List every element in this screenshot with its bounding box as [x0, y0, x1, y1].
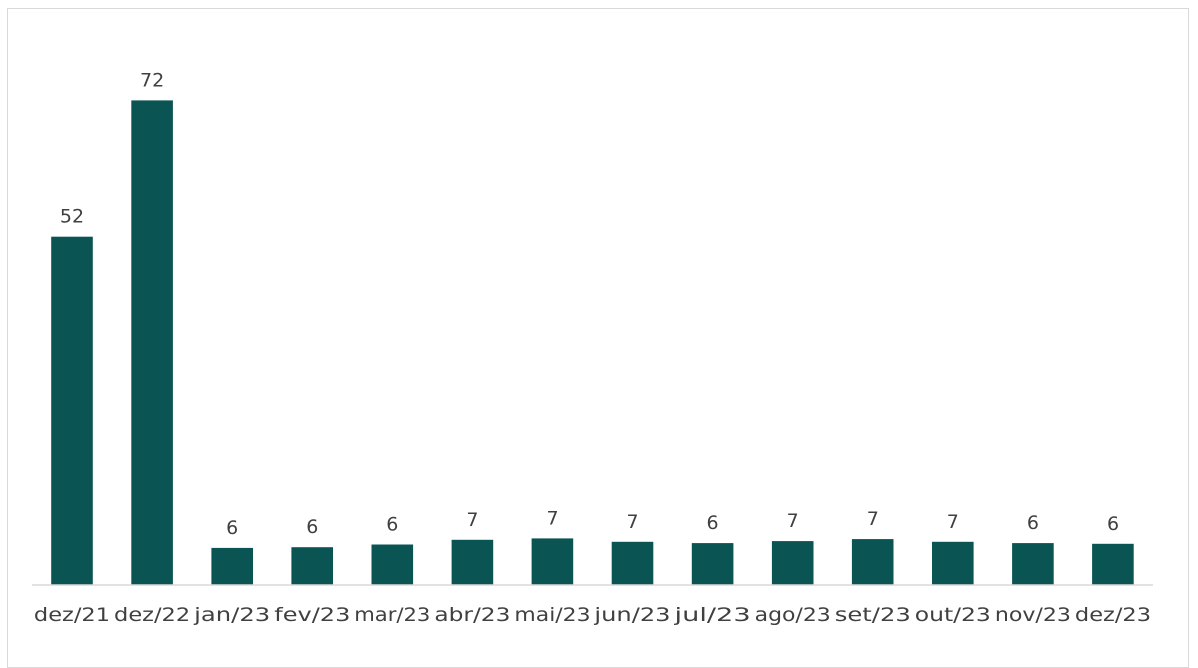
- data-label-abr-23: 7: [466, 509, 478, 531]
- x-tick-mai-23: mai/23: [514, 604, 590, 626]
- bar-jan-23: [211, 547, 253, 585]
- bar-dez-21: [51, 236, 93, 585]
- bars: [51, 100, 1134, 586]
- data-label-out-23: 7: [947, 511, 959, 533]
- data-label-ago-23: 7: [787, 510, 799, 532]
- x-tick-dez-23: dez/23: [1075, 604, 1151, 626]
- data-label-dez-21: 52: [60, 206, 84, 228]
- data-label-set-23: 7: [867, 508, 879, 530]
- data-label-jan-23: 6: [226, 517, 238, 539]
- data-label-mai-23: 7: [546, 507, 558, 529]
- x-tick-dez-21: dez/21: [34, 604, 110, 626]
- bar-jul-23: [691, 543, 734, 585]
- x-tick-nov-23: nov/23: [995, 604, 1071, 626]
- data-label-fev-23: 6: [306, 516, 318, 538]
- bar-mai-23: [531, 538, 574, 585]
- x-tick-abr-23: abr/23: [434, 604, 510, 626]
- data-label-nov-23: 6: [1027, 512, 1039, 534]
- data-label-dez-22: 72: [140, 69, 164, 91]
- data-label-jun-23: 7: [626, 511, 638, 533]
- x-tick-jul-23: jul/23: [673, 604, 751, 626]
- bar-nov-23: [1012, 543, 1054, 585]
- x-tick-mar-23: mar/23: [354, 604, 430, 626]
- data-labels: 52 72 6 6 6 7 7 7 6 7 7 7 6 6: [60, 69, 1119, 539]
- x-tick-ago-23: ago/23: [755, 604, 831, 626]
- x-tick-dez-22: dez/22: [114, 604, 190, 626]
- data-label-mar-23: 6: [386, 514, 398, 536]
- bar-out-23: [932, 541, 974, 585]
- bar-mar-23: [371, 544, 414, 585]
- bar-chart: 52 72 6 6 6 7 7 7 6 7 7 7 6 6 dez/21 dez/22 jan/23 fev/2…: [32, 69, 1153, 626]
- x-tick-out-23: out/23: [915, 604, 991, 626]
- bar-dez-23: [1092, 543, 1134, 585]
- x-tick-labels: dez/21 dez/22 jan/23 fev/23 mar/23 abr/23 mai/…: [34, 604, 1151, 626]
- bar-dez-22: [131, 100, 173, 586]
- x-tick-fev-23: fev/23: [274, 604, 350, 626]
- x-tick-set-23: set/23: [835, 604, 911, 626]
- bar-abr-23: [451, 539, 494, 585]
- data-label-dez-23: 6: [1107, 513, 1119, 535]
- data-label-jul-23: 6: [707, 512, 719, 534]
- x-tick-jun-23: jun/23: [593, 604, 670, 626]
- bar-ago-23: [771, 541, 814, 585]
- bar-fev-23: [291, 547, 333, 585]
- bar-set-23: [851, 539, 894, 585]
- chart-frame: [7, 8, 1189, 668]
- bar-jun-23: [611, 541, 654, 585]
- x-tick-jan-23: jan/23: [193, 604, 270, 626]
